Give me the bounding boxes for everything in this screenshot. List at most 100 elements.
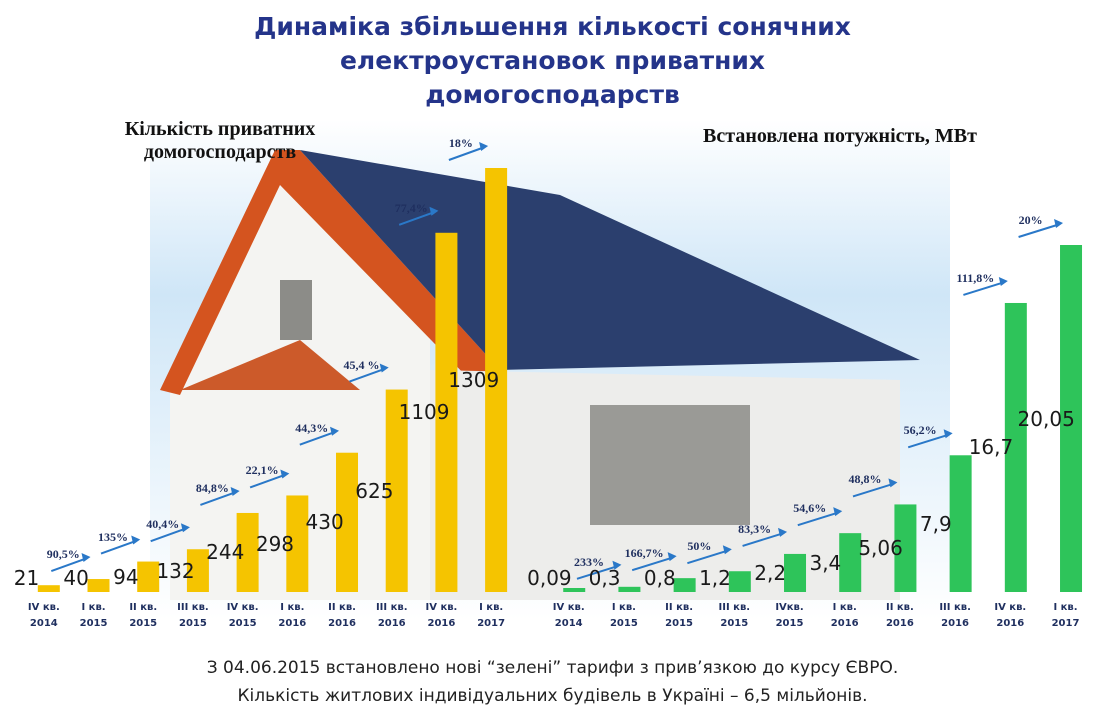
porch-roof: [180, 340, 360, 390]
value-label: 1309: [448, 368, 500, 392]
x-tick-label: III кв. 2016: [939, 602, 971, 629]
bar: [1060, 245, 1083, 592]
x-tick-label: III кв. 2016: [375, 602, 408, 629]
arrow-head: [1054, 219, 1064, 228]
x-tick-label: II кв. 2015: [665, 602, 694, 629]
window: [280, 280, 312, 340]
growth-arrow: [576, 565, 616, 580]
growth-annotation: 45,4 %: [343, 357, 380, 372]
value-label: 94: [113, 564, 139, 589]
arrow-head: [888, 478, 898, 488]
bar: [37, 585, 60, 592]
growth-arrow: [50, 558, 85, 572]
value-label: 0,3: [588, 566, 621, 590]
bar: [385, 389, 408, 592]
growth-annotation: 56,2%: [903, 423, 937, 438]
growth-annotation: 40,4%: [146, 517, 180, 532]
growth-annotation: 20%: [1018, 213, 1043, 227]
arrow-head: [280, 469, 290, 479]
value-label: 16,7: [968, 435, 1014, 460]
growth-annotation: 44,3%: [295, 420, 329, 435]
subtitle: Встановлена потужність, МВт: [703, 125, 977, 147]
growth-annotation: 54,6%: [793, 501, 827, 516]
roof-edge: [160, 150, 500, 395]
bar: [336, 452, 359, 592]
x-tick-label: III кв. 2015: [177, 602, 209, 629]
subtitle: Кількість приватних домогосподарств: [124, 118, 316, 163]
x-tick-label: I кв. 2015: [609, 602, 638, 629]
window: [590, 405, 750, 525]
growth-arrow: [398, 211, 433, 226]
x-tick-label: I кв. 2016: [278, 602, 307, 629]
bar: [1004, 302, 1027, 592]
value-label: 40: [63, 566, 89, 590]
bar: [485, 168, 508, 592]
title: Динаміка збільшення кількості сонячних е…: [254, 12, 851, 109]
growth-annotation: 18%: [448, 136, 473, 150]
growth-arrow: [742, 532, 782, 547]
x-tick-label: IV кв. 2015: [226, 602, 259, 629]
arrow-head: [379, 363, 389, 373]
growth-arrow: [631, 557, 671, 572]
x-tick-label: IVкв. 2015: [775, 602, 804, 629]
arrow-head: [81, 553, 91, 563]
value-label: 20,05: [1017, 406, 1075, 431]
x-tick-label: IV кв. 2016: [994, 602, 1027, 629]
x-tick-label: I кв. 2015: [79, 602, 108, 629]
value-label: 0,8: [643, 566, 676, 590]
value-label: 298: [255, 531, 295, 556]
x-tick-label: II кв. 2015: [129, 602, 158, 629]
arrow-head: [667, 552, 677, 562]
arrow-head: [612, 560, 622, 570]
value-label: 2,2: [754, 560, 787, 585]
bar: [618, 586, 641, 592]
arrow-head: [330, 426, 340, 436]
growth-annotation: 83,3%: [738, 521, 772, 536]
bar: [435, 232, 458, 592]
growth-arrow: [249, 474, 284, 489]
growth-annotation: 84,8%: [195, 480, 229, 495]
value-label: 1,2: [699, 566, 731, 590]
arrow-head: [131, 535, 141, 545]
x-tick-label: II кв. 2016: [328, 602, 356, 629]
growth-arrow: [100, 540, 135, 555]
arrow-head: [180, 523, 190, 533]
x-tick-label: I кв. 2017: [477, 602, 506, 629]
x-tick-label: II кв. 2016: [885, 602, 914, 629]
value-label: 625: [355, 478, 394, 503]
arrow-head: [479, 142, 489, 151]
arrow-head: [943, 429, 953, 439]
growth-arrow: [299, 431, 334, 446]
growth-arrow: [963, 282, 1003, 296]
growth-annotation: 77,4%: [394, 200, 428, 215]
bar: [87, 579, 110, 592]
growth-annotation: 22,1%: [245, 463, 279, 478]
bar: [894, 504, 917, 592]
value-label: 244: [206, 540, 245, 565]
bar: [186, 549, 209, 592]
arrow-head: [998, 276, 1008, 286]
growth-annotation: 111,8%: [956, 270, 995, 285]
value-label: 0,09: [527, 566, 572, 590]
growth-annotation: 135%: [97, 529, 128, 544]
x-tick-label: IV кв. 2016: [425, 602, 458, 629]
value-label: 3,4: [809, 550, 842, 575]
bar: [839, 533, 862, 592]
growth-arrow: [907, 434, 947, 449]
arrow-head: [778, 527, 788, 537]
value-label: 1109: [398, 400, 450, 425]
growth-arrow: [852, 483, 892, 498]
growth-arrow: [349, 368, 384, 383]
footer-line: З 04.06.2015 встановлено нові “зелені” т…: [206, 658, 899, 678]
x-tick-label: I кв. 2016: [830, 602, 859, 629]
bar: [673, 578, 696, 592]
growth-arrow: [687, 550, 727, 565]
arrow-head: [429, 206, 439, 216]
growth-annotation: 48,8%: [848, 472, 882, 487]
bar: [728, 571, 751, 592]
growth-arrow: [200, 492, 234, 506]
value-label: 21: [13, 566, 40, 590]
x-tick-label: III кв. 2015: [718, 602, 751, 629]
